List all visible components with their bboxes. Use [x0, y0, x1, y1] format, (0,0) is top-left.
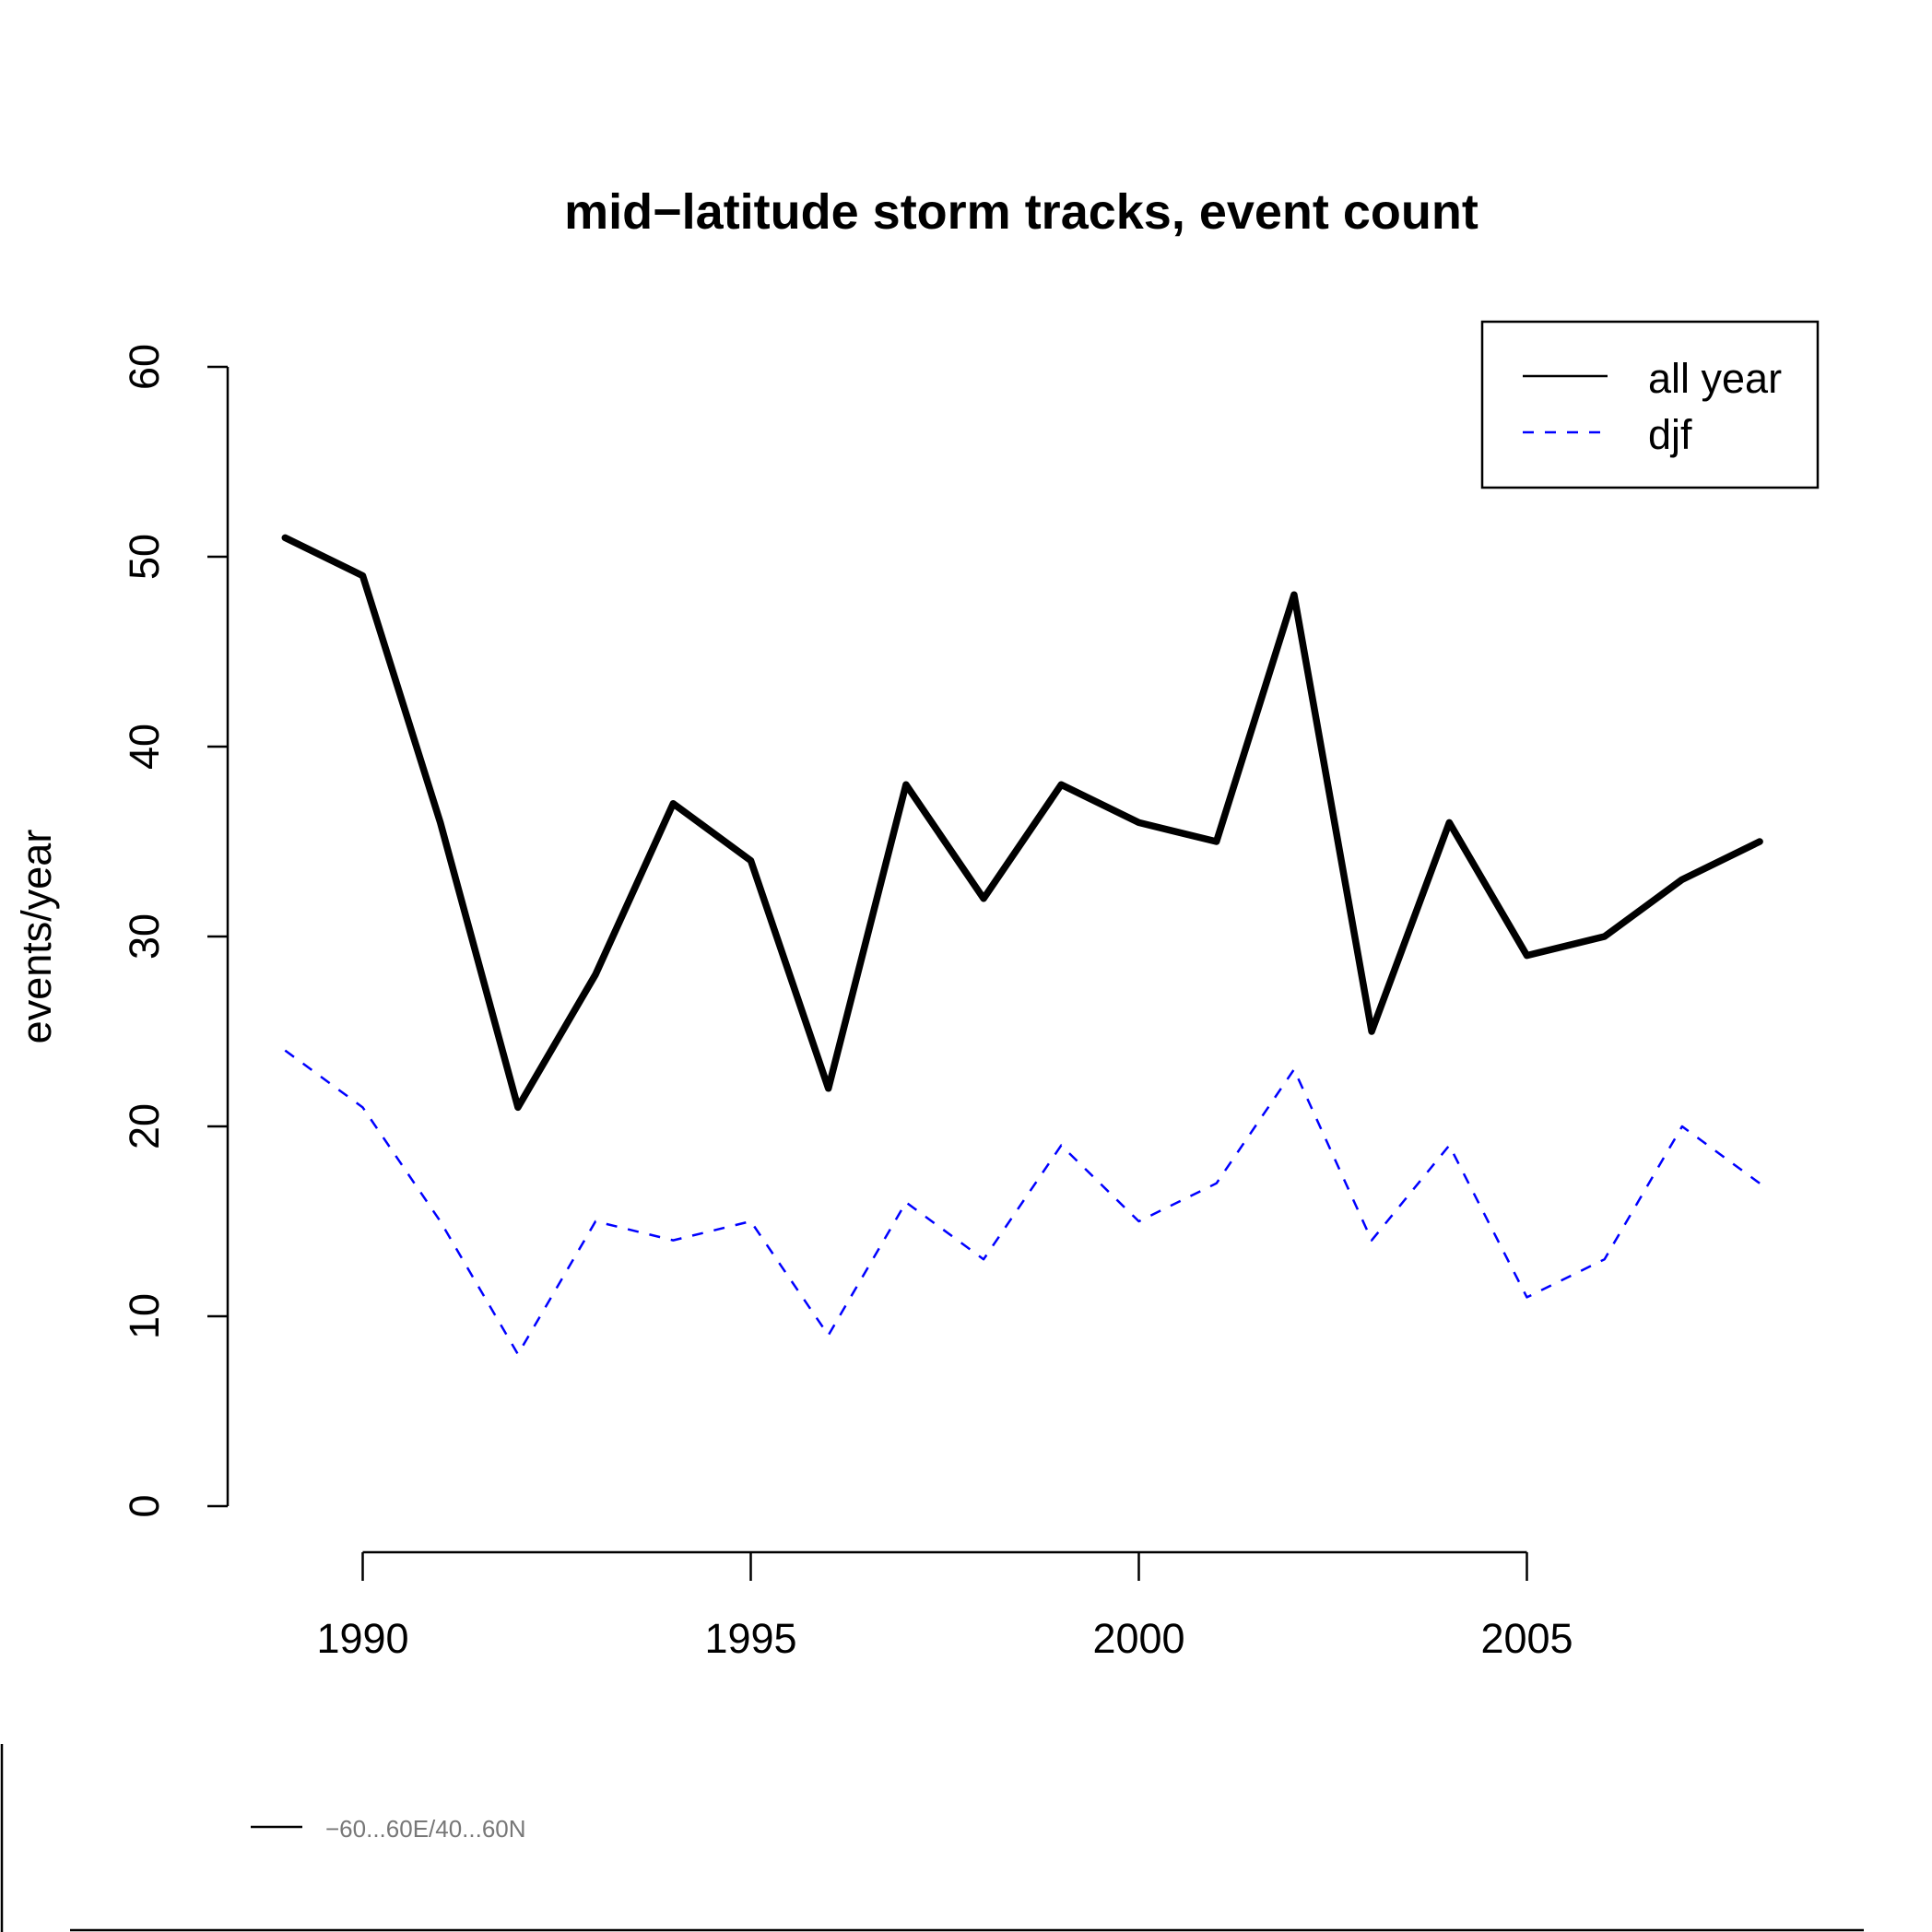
y-tick-label-20: 20	[121, 1103, 168, 1149]
series-line-djf	[285, 1051, 1760, 1355]
y-tick-label-50: 50	[121, 534, 168, 580]
y-axis-title: events/year	[13, 830, 60, 1044]
y-tick-label-40: 40	[121, 724, 168, 770]
footnote-region-label: −60...60E/40...60N	[325, 1815, 526, 1843]
legend-box	[1482, 322, 1818, 488]
legend: all year djf	[1482, 322, 1818, 488]
chart-title: mid−latitude storm tracks, event count	[564, 184, 1478, 240]
series-layer	[285, 537, 1760, 1354]
x-tick-label-2000: 2000	[1092, 1615, 1184, 1662]
legend-label-all-year: all year	[1648, 355, 1782, 402]
x-tick-label-1995: 1995	[704, 1615, 796, 1662]
x-tick-label-1990: 1990	[316, 1615, 408, 1662]
legend-label-djf: djf	[1648, 411, 1692, 458]
x-tick-label-2005: 2005	[1480, 1615, 1573, 1662]
series-line-all-year	[285, 537, 1760, 1107]
y-tick-label-30: 30	[121, 913, 168, 960]
x-axis: 1990 1995 2000 2005	[316, 1552, 1573, 1662]
footnote: −60...60E/40...60N	[2, 1744, 1864, 1932]
y-tick-label-0: 0	[121, 1494, 168, 1517]
y-tick-label-60: 60	[121, 344, 168, 390]
y-tick-label-10: 10	[121, 1293, 168, 1339]
y-axis: 0 10 20 30 40 50 60	[121, 344, 228, 1518]
